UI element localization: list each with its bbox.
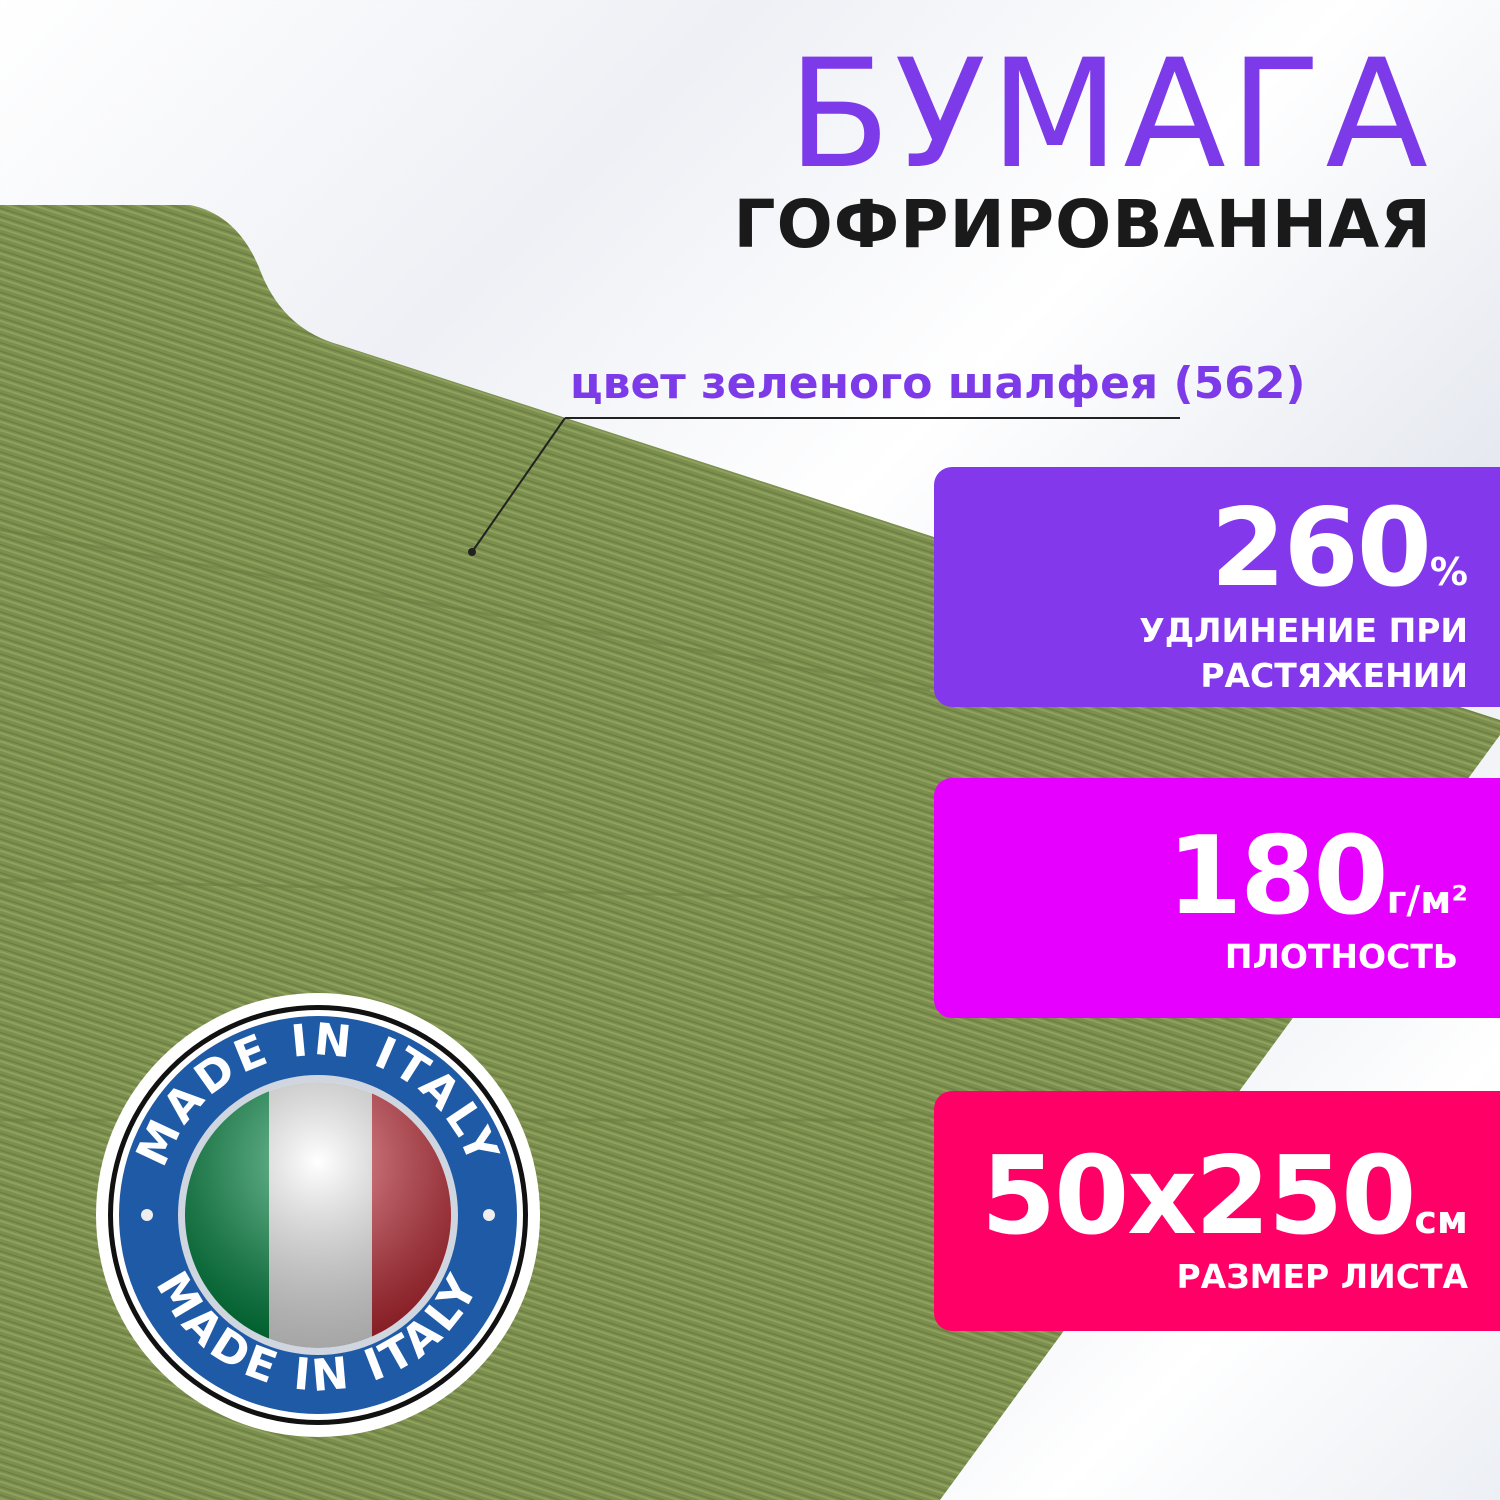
feature-card-stretch: 260% УДЛИНЕНИЕ ПРИ РАСТЯЖЕНИИ bbox=[934, 467, 1500, 707]
feature-caption: ПЛОТНОСТЬ bbox=[1224, 937, 1458, 976]
feature-unit: % bbox=[1429, 550, 1468, 594]
callout-leader bbox=[471, 417, 566, 553]
feature-unit: г/м² bbox=[1386, 878, 1468, 922]
page-subtitle: ГОФРИРОВАННАЯ bbox=[733, 186, 1432, 263]
feature-caption: УДЛИНЕНИЕ ПРИ bbox=[1139, 611, 1468, 650]
feature-value: 260 bbox=[1210, 486, 1431, 611]
callout-dot bbox=[468, 548, 476, 556]
feature-value: 180 bbox=[1167, 814, 1388, 939]
made-in-italy-badge: MADE IN ITALY MADE IN ITALY bbox=[96, 993, 540, 1437]
feature-unit: см bbox=[1414, 1198, 1468, 1242]
color-label: цвет зеленого шалфея (562) bbox=[570, 358, 1306, 409]
page-title: БУМАГА bbox=[787, 28, 1432, 202]
feature-caption: РАЗМЕР ЛИСТА bbox=[1176, 1257, 1468, 1296]
feature-value: 50x250 bbox=[981, 1134, 1416, 1259]
feature-card-density: 180г/м² ПЛОТНОСТЬ bbox=[934, 778, 1500, 1018]
feature-card-size: 50x250см РАЗМЕР ЛИСТА bbox=[934, 1091, 1500, 1331]
feature-caption: РАСТЯЖЕНИИ bbox=[1200, 655, 1468, 695]
